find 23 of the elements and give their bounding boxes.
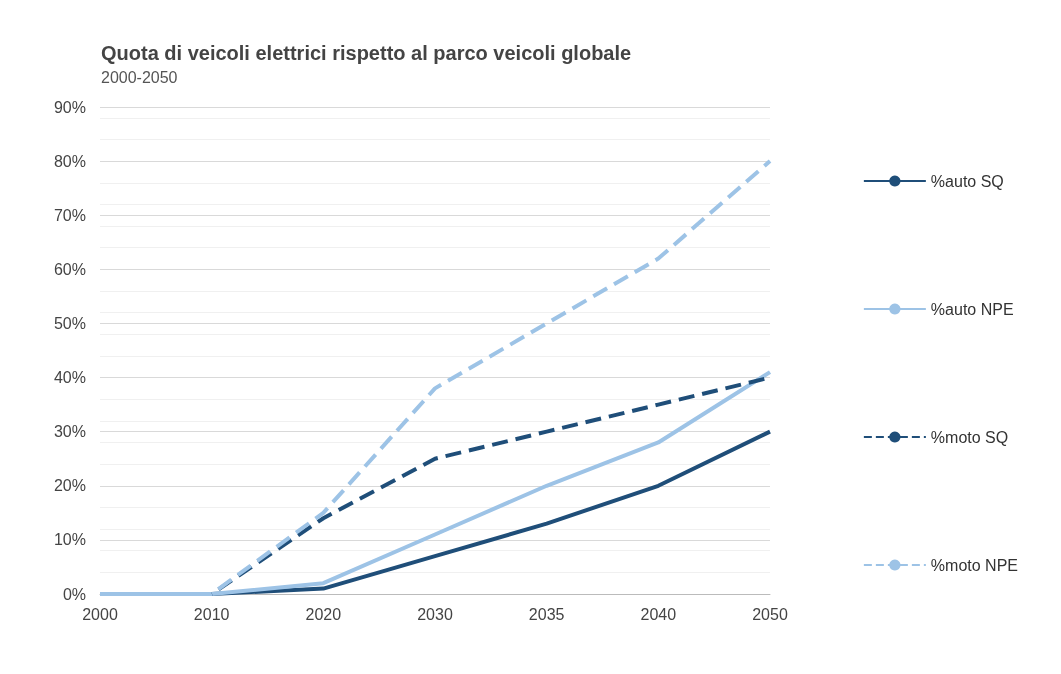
y-tick-label: 70% [53,206,86,224]
y-tick-label: 10% [53,531,86,549]
x-tick-label: 2010 [193,605,230,623]
y-tick-label: 30% [53,423,86,441]
chart-title: Quota di veicoli elettrici rispetto al parco veicoli globale [101,42,632,64]
y-tick-label: 20% [53,477,86,495]
y-tick-label: 80% [53,152,86,170]
y-tick-label: 60% [53,260,86,278]
y-tick-label: 50% [53,314,86,332]
y-tick-label: 0% [62,585,86,603]
legend-label: %auto SQ [930,172,1004,190]
x-tick-label: 2000 [82,605,118,623]
legend-label: %auto NPE [930,300,1014,318]
chart-subtitle: 2000-2050 [101,68,178,86]
y-tick-label: 40% [53,369,86,387]
legend-label: %moto SQ [930,428,1009,446]
x-tick-label: 2050 [752,605,788,623]
x-tick-label: 2040 [640,605,677,623]
legend-label: %moto NPE [930,556,1018,574]
y-tick-label: 90% [53,98,86,116]
x-tick-label: 2035 [528,605,565,623]
x-tick-label: 2030 [417,605,453,623]
x-tick-label: 2020 [305,605,342,623]
